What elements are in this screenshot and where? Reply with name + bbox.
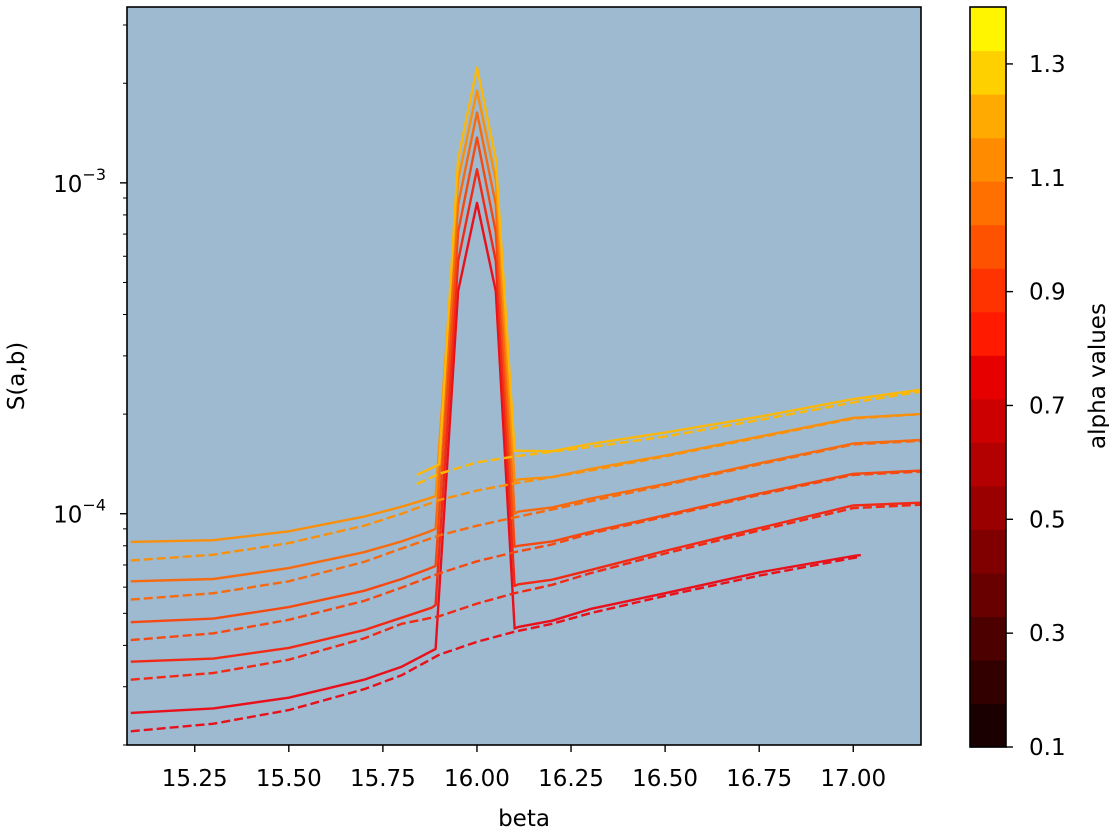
colorbar-segment [970, 268, 1006, 313]
colorbar-segment [970, 7, 1006, 52]
colorbar-segment [970, 181, 1006, 226]
colorbar-tick-label: 0.3 [1029, 621, 1066, 647]
x-tick-label: 16.25 [538, 766, 604, 792]
colorbar-segment [970, 442, 1006, 487]
colorbar-tick-label: 1.3 [1029, 52, 1066, 78]
colorbar-segment [970, 572, 1006, 618]
series-line-3 [130, 168, 921, 663]
colorbar-frame [969, 6, 1007, 748]
colorbar-segment [970, 311, 1006, 356]
colorbar-tick-label: 0.1 [1029, 735, 1066, 761]
x-tick-label: 17.00 [820, 766, 886, 792]
colorbar-segment [970, 94, 1006, 139]
colorbar-segment [970, 398, 1006, 443]
colorbar-tick-label: 1.1 [1029, 166, 1066, 192]
colorbar-segment [970, 659, 1006, 705]
colorbar-label: alpha values [1085, 303, 1109, 449]
x-tick-label: 16.50 [632, 766, 698, 792]
series-line-10 [130, 412, 921, 562]
series-line-2 [130, 555, 861, 733]
series-line-11 [416, 66, 921, 476]
series-line-1 [130, 201, 861, 715]
x-tick-label: 16.75 [726, 766, 792, 792]
y-tick-label: 10−3 [53, 165, 106, 198]
colorbar-segment [970, 703, 1006, 748]
x-tick-label: 15.25 [162, 766, 228, 792]
plot-background [127, 7, 921, 745]
colorbar-segment [970, 616, 1006, 661]
colorbar-tick-label: 0.5 [1029, 507, 1066, 533]
colorbar: 0.1 0.3 0.5 0.7 0.9 1.1 1.3 [969, 6, 1066, 761]
plot-frame [126, 6, 922, 746]
x-tick-label: 15.75 [350, 766, 416, 792]
y-tick-label: 10−4 [53, 496, 106, 529]
colorbar-tick-label: 0.9 [1029, 280, 1066, 306]
x-axis-label: beta [498, 806, 550, 832]
series-line-5 [130, 136, 921, 624]
colorbar-segment [970, 355, 1006, 400]
x-tick-label: 16.00 [444, 766, 510, 792]
x-axis: 15.25 15.50 15.75 16.00 16.25 16.50 16.75 17.00 [162, 745, 886, 792]
y-axis: 10−3 10−4 [53, 24, 127, 746]
x-tick-label: 15.50 [256, 766, 322, 792]
series-line-12 [416, 390, 921, 486]
colorbar-segment [970, 224, 1006, 269]
colorbar-segment [970, 485, 1006, 530]
colorbar-segment [970, 137, 1006, 182]
series-line-8 [130, 439, 921, 601]
series-layer [130, 66, 921, 733]
y-axis-label: S(a,b) [4, 342, 30, 411]
series-line-4 [130, 503, 921, 681]
colorbar-segment [970, 529, 1006, 574]
colorbar-segment [970, 50, 1006, 95]
series-line-6 [130, 470, 921, 642]
colorbar-tick-label: 0.7 [1029, 393, 1066, 419]
